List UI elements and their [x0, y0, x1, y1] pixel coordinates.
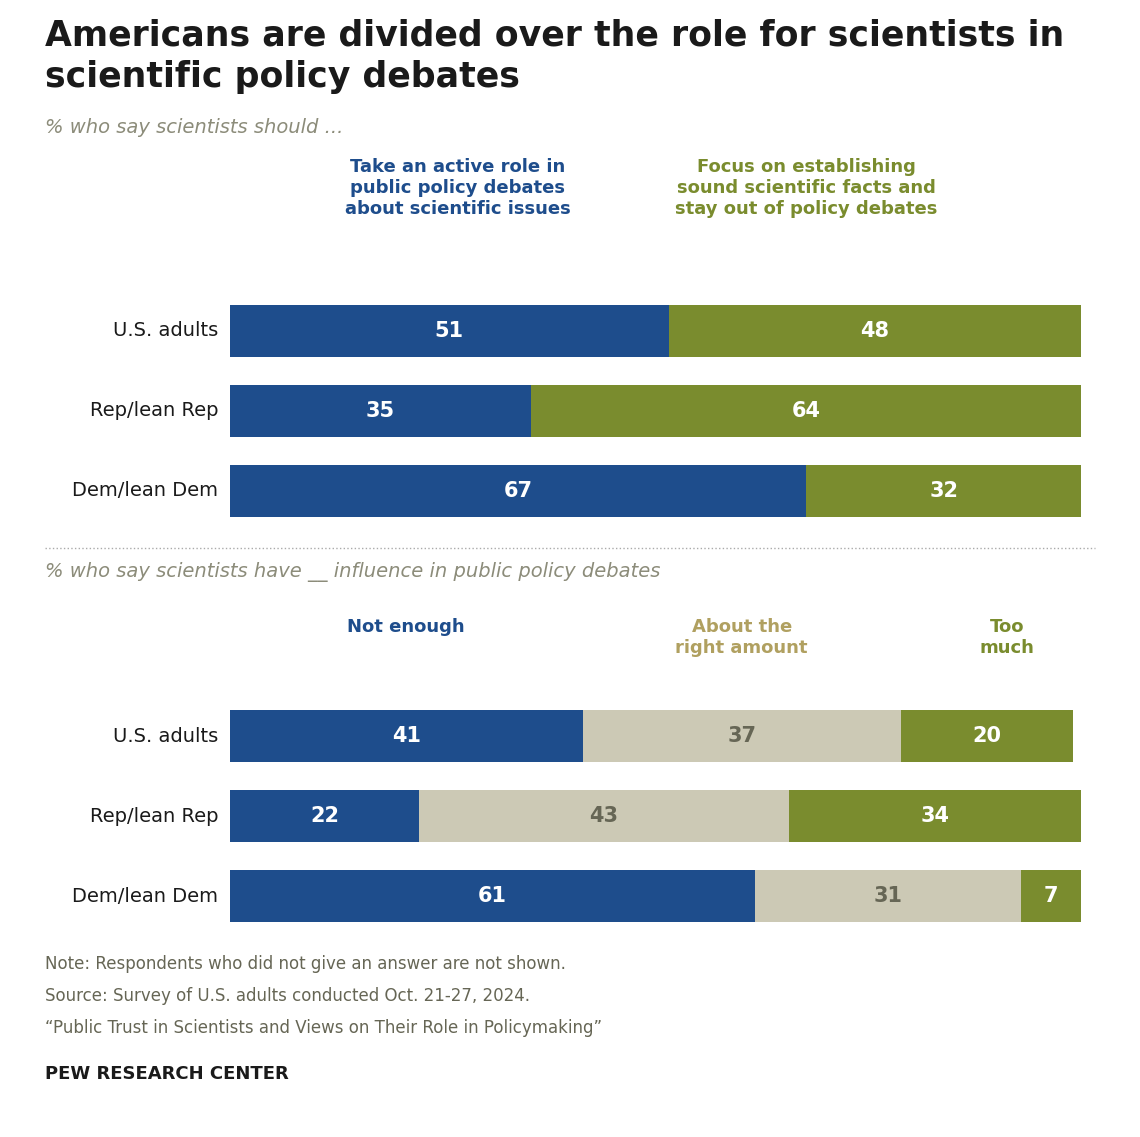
Text: Dem/lean Dem: Dem/lean Dem — [72, 481, 218, 500]
Text: PEW RESEARCH CENTER: PEW RESEARCH CENTER — [44, 1065, 288, 1084]
Bar — [230, 465, 806, 517]
Text: Rep/lean Rep: Rep/lean Rep — [90, 401, 218, 421]
Text: 37: 37 — [727, 727, 756, 746]
Text: Note: Respondents who did not give an answer are not shown.: Note: Respondents who did not give an an… — [44, 955, 565, 973]
Bar — [668, 305, 1082, 357]
Bar — [1021, 870, 1082, 922]
Bar — [583, 709, 901, 762]
Bar — [230, 870, 755, 922]
Text: “Public Trust in Scientists and Views on Their Role in Policymaking”: “Public Trust in Scientists and Views on… — [44, 1019, 602, 1037]
Bar — [230, 385, 531, 437]
Text: % who say scientists have __ influence in public policy debates: % who say scientists have __ influence i… — [44, 562, 660, 582]
Text: 48: 48 — [861, 321, 889, 341]
Bar — [230, 709, 583, 762]
Text: Take an active role in
public policy debates
about scientific issues: Take an active role in public policy deb… — [345, 158, 571, 217]
Text: 34: 34 — [921, 806, 950, 825]
Text: 41: 41 — [392, 727, 421, 746]
Text: 31: 31 — [873, 886, 903, 906]
Text: U.S. adults: U.S. adults — [113, 322, 218, 340]
Bar — [901, 709, 1073, 762]
Text: 67: 67 — [504, 481, 532, 501]
Text: 35: 35 — [366, 401, 396, 421]
Text: scientific policy debates: scientific policy debates — [44, 60, 520, 94]
Bar — [755, 870, 1021, 922]
Bar — [789, 790, 1082, 843]
Text: 43: 43 — [589, 806, 619, 825]
Bar — [531, 385, 1082, 437]
Bar — [806, 465, 1082, 517]
Text: % who say scientists should ...: % who say scientists should ... — [44, 118, 343, 136]
Text: Too
much: Too much — [979, 619, 1034, 657]
Text: 64: 64 — [791, 401, 821, 421]
Text: Dem/lean Dem: Dem/lean Dem — [72, 887, 218, 905]
Text: 51: 51 — [434, 321, 464, 341]
Bar — [420, 790, 789, 843]
Bar — [230, 790, 420, 843]
Text: Not enough: Not enough — [348, 619, 465, 636]
Text: 32: 32 — [929, 481, 959, 501]
Text: Rep/lean Rep: Rep/lean Rep — [90, 806, 218, 825]
Text: Focus on establishing
sound scientific facts and
stay out of policy debates: Focus on establishing sound scientific f… — [675, 158, 937, 217]
Text: 22: 22 — [310, 806, 339, 825]
Text: 61: 61 — [478, 886, 507, 906]
Text: U.S. adults: U.S. adults — [113, 727, 218, 746]
Text: About the
right amount: About the right amount — [675, 619, 808, 657]
Text: 7: 7 — [1044, 886, 1059, 906]
Text: 20: 20 — [972, 727, 1001, 746]
Text: Americans are divided over the role for scientists in: Americans are divided over the role for … — [44, 18, 1065, 52]
Bar — [230, 305, 668, 357]
Text: Source: Survey of U.S. adults conducted Oct. 21-27, 2024.: Source: Survey of U.S. adults conducted … — [44, 987, 530, 1005]
